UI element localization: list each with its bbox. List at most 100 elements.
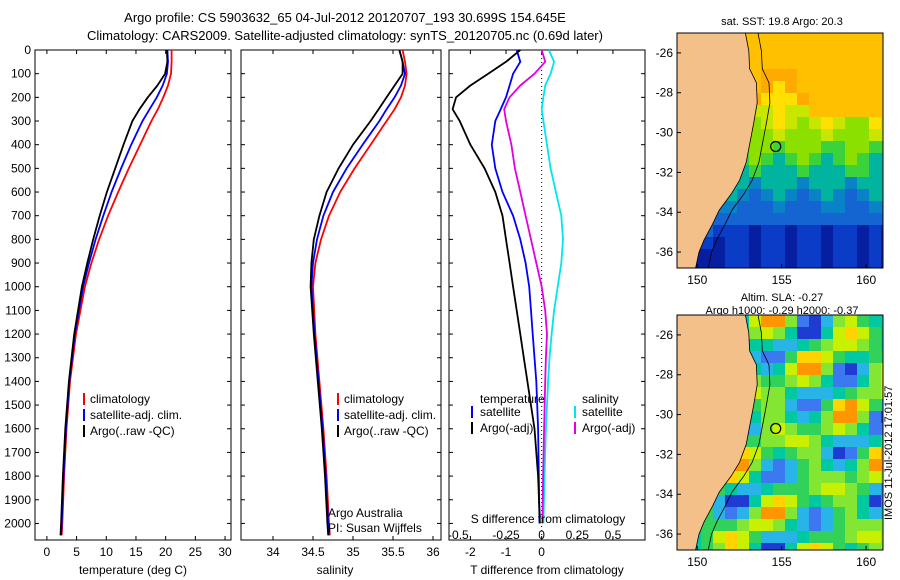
field-cell <box>761 507 774 520</box>
field-cell <box>749 201 762 214</box>
field-cell <box>833 213 846 226</box>
field-cell <box>773 339 786 352</box>
salinity-axes-frame <box>240 49 442 541</box>
field-cell <box>809 519 822 532</box>
field-cell <box>821 507 834 520</box>
field-cell <box>881 387 883 400</box>
x-tick-label: 20 <box>159 545 173 559</box>
profile-line <box>503 49 548 524</box>
field-cell <box>869 225 882 238</box>
field-cell <box>857 531 870 544</box>
x-tick-label: 35 <box>346 545 360 559</box>
field-cell <box>821 483 834 496</box>
field-cell <box>821 237 834 250</box>
field-cell <box>809 507 822 520</box>
field-cell <box>845 339 858 352</box>
field-cell <box>761 543 774 550</box>
field-cell <box>785 519 798 532</box>
field-cell <box>857 519 870 532</box>
field-cell <box>749 543 762 550</box>
field-cell <box>773 375 786 388</box>
field-cell <box>821 363 834 376</box>
field-cell <box>809 459 822 472</box>
field-cell <box>857 69 870 82</box>
x-tick-label: 10 <box>100 545 114 559</box>
field-cell <box>737 213 750 226</box>
field-cell <box>749 261 762 268</box>
field-cell <box>737 177 750 190</box>
field-cell <box>785 69 798 82</box>
field-cell <box>857 399 870 412</box>
field-cell <box>797 57 810 70</box>
field-cell <box>809 201 822 214</box>
lat-tick-label: -30 <box>656 408 674 422</box>
field-cell <box>845 117 858 130</box>
field-cell <box>809 327 822 340</box>
field-cell <box>785 471 798 484</box>
field-cell <box>857 435 870 448</box>
field-cell <box>821 57 834 70</box>
sal-legend-satellite-label: satellite-adj. clim. <box>344 408 436 422</box>
field-cell <box>797 261 810 268</box>
depth-tick-label: 200 <box>11 90 31 104</box>
field-cell <box>809 261 822 268</box>
field-cell <box>797 81 810 94</box>
field-cell <box>797 351 810 364</box>
field-cell <box>773 387 786 400</box>
field-cell <box>845 165 858 178</box>
figure-title-line1: Argo profile: CS 5903632_65 04-Jul-2012 … <box>124 10 566 25</box>
depth-tick-label: 0 <box>24 43 31 57</box>
temperature-legend: climatology satellite-adj. clim. Argo(..… <box>83 392 182 438</box>
field-cell <box>725 543 738 550</box>
field-cell <box>785 261 798 268</box>
field-cell <box>761 201 774 214</box>
profile-line <box>451 49 541 524</box>
field-cell <box>845 213 858 226</box>
field-cell <box>797 375 810 388</box>
lat-tick-label: -36 <box>656 527 674 541</box>
field-cell <box>797 387 810 400</box>
field-cell <box>773 141 786 154</box>
field-cell <box>833 45 846 58</box>
field-cell <box>809 189 822 202</box>
field-cell <box>857 495 870 508</box>
field-cell <box>869 507 882 520</box>
field-cell <box>809 81 822 94</box>
field-cell <box>761 117 774 130</box>
field-cell <box>869 399 882 412</box>
field-cell <box>857 507 870 520</box>
field-cell <box>869 543 882 550</box>
field-cell <box>845 189 858 202</box>
sla-map-frame <box>676 314 884 551</box>
field-cell <box>773 459 786 472</box>
field-cell <box>749 213 762 226</box>
sla-map-subtitle: Argo h1000: -0.29 h2000: -0.37 <box>706 305 859 317</box>
x-tick-label: 15 <box>129 545 143 559</box>
field-cell <box>797 237 810 250</box>
pi-note: PI: Susan Wijffels <box>328 521 422 535</box>
t-difference-xlabel: T difference from climatology <box>470 563 624 577</box>
field-cell <box>857 93 870 106</box>
field-cell <box>761 165 774 178</box>
field-cell <box>797 105 810 118</box>
field-cell <box>845 81 858 94</box>
field-cell <box>821 351 834 364</box>
depth-tick-label: 1400 <box>4 374 31 388</box>
field-cell <box>821 33 834 46</box>
field-cell <box>845 411 858 424</box>
field-cell <box>713 519 726 532</box>
field-cell <box>821 495 834 508</box>
field-cell <box>737 495 750 508</box>
field-cell <box>881 165 883 178</box>
field-cell <box>725 237 738 250</box>
field-cell <box>785 249 798 262</box>
legend-climatology-label: climatology <box>90 392 150 406</box>
temperature-axis-ticks: 0 5 10 15 20 25 30 <box>44 50 232 559</box>
field-cell <box>869 363 882 376</box>
field-cell <box>881 459 883 472</box>
field-cell <box>797 531 810 544</box>
field-cell <box>845 507 858 520</box>
field-cell <box>833 411 846 424</box>
field-cell <box>857 459 870 472</box>
field-cell <box>869 201 882 214</box>
